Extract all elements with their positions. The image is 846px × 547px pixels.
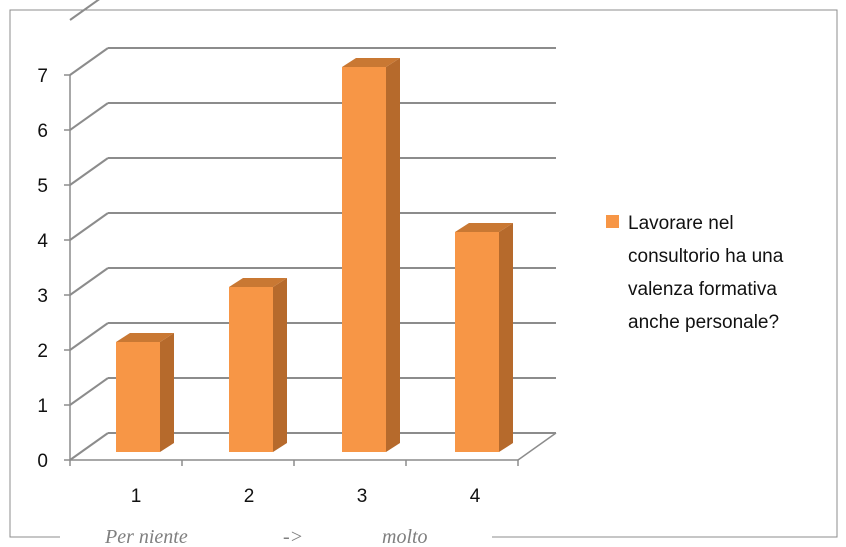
bar-front-2 [229,287,273,452]
x-tick-labels: 1 2 3 4 [131,486,481,507]
y-tick-label-1: 1 [37,396,48,417]
y-tick-label-0: 0 [37,451,48,472]
x-tick-label-2: 2 [244,486,255,507]
grid-diagonal-3 [69,267,109,296]
caption-arrow: -> [283,526,303,547]
bar-2 [229,278,287,452]
grid-diagonal-8 [69,0,100,21]
y-tick-label-4: 4 [37,231,48,252]
grid-diagonal-2 [69,322,109,351]
chart-frame [9,9,838,538]
grid-diagonal-0 [69,432,109,461]
caption-right: molto [382,526,428,547]
bar-front-3 [342,67,386,452]
bar-side-1 [160,333,174,452]
legend-line-3: valenza formativa [628,279,777,300]
caption: Per niente -> molto [104,526,428,547]
legend-line-4: anche personale? [628,312,779,333]
bar-front-4 [455,232,499,452]
bar-top-2 [229,278,287,287]
bar-1 [116,333,174,452]
axes [64,74,557,466]
bar-top-4 [455,223,513,232]
grid-diagonal-7 [69,47,109,76]
y-tick-labels: 0 1 2 3 4 5 6 7 [37,66,48,472]
bar-front-1 [116,342,160,452]
y-tick-label-7: 7 [37,66,48,87]
bar-4 [455,223,513,452]
grid-diagonal-4 [69,212,109,241]
bar-side-4 [499,223,513,452]
bar-side-2 [273,278,287,452]
legend-line-1: Lavorare nel [628,213,734,234]
bar-3 [342,58,400,452]
legend-line-2: consultorio ha una [628,246,784,267]
x-tick-label-4: 4 [470,486,481,507]
x-tick-label-1: 1 [131,486,142,507]
caption-left: Per niente [104,526,188,547]
y-tick-label-2: 2 [37,341,48,362]
y-tick-label-6: 6 [37,121,48,142]
bar-side-3 [386,58,400,452]
bars [116,58,513,452]
grid-diagonal-5 [69,157,109,186]
grid-diagonal-6 [69,102,109,131]
y-tick-label-5: 5 [37,176,48,197]
x-tick-label-3: 3 [357,486,368,507]
y-tick-label-3: 3 [37,286,48,307]
legend: Lavorare nel consultorio ha una valenza … [606,213,784,333]
grid-lines [69,0,556,461]
floor-right-edge [517,432,557,461]
legend-swatch [606,215,619,228]
grid-diagonal-1 [69,377,109,406]
bar-top-1 [116,333,174,342]
bar-top-3 [342,58,400,67]
